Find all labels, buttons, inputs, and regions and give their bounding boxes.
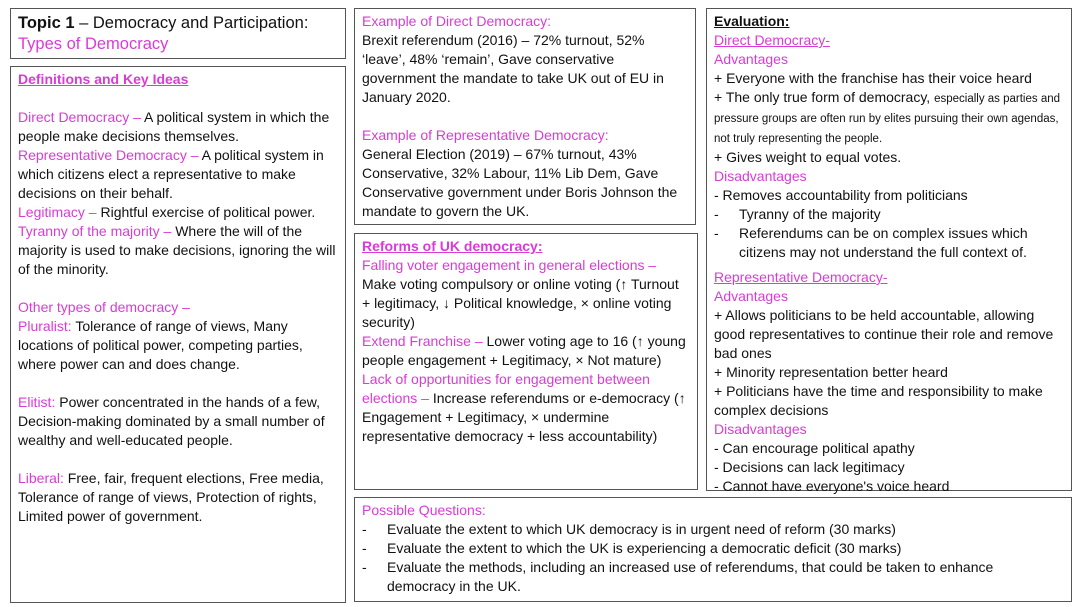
- title-box: Topic 1 – Democracy and Participation: T…: [10, 8, 346, 59]
- definition-item: Tyranny of the majority – Where the will…: [18, 223, 336, 277]
- democracy-type: Liberal: Free, fair, frequent elections,…: [18, 470, 324, 524]
- other-types-heading: Other types of democracy –: [18, 299, 190, 315]
- direct-dis-label: Disadvantages: [714, 168, 807, 184]
- rep-dis: - Can encourage political apathy: [714, 440, 915, 456]
- definitions-heading: Definitions and Key Ideas: [18, 71, 189, 87]
- topic-title: – Democracy and Participation:: [74, 14, 309, 32]
- questions-box: Possible Questions: - Evaluate the extent…: [354, 497, 1072, 602]
- democracy-type: Elitist: Power concentrated in the hands…: [18, 394, 325, 448]
- definitions-box: Definitions and Key Ideas Direct Democra…: [10, 66, 346, 603]
- direct-example-heading: Example of Direct Democracy:: [362, 13, 552, 29]
- direct-dis: - Tyranny of the majority: [714, 206, 881, 222]
- evaluation-heading: Evaluation:: [714, 13, 790, 29]
- direct-dis: - Referendums can be on complex issues wh…: [714, 225, 1028, 260]
- rep-eval-heading: Representative Democracy-: [714, 269, 888, 285]
- definition-item: Direct Democracy – A political system in…: [18, 109, 330, 144]
- direct-dis: - Removes accountability from politician…: [714, 187, 968, 203]
- topic-subtitle: Types of Democracy: [18, 35, 169, 53]
- rep-adv: + Politicians have the time and responsi…: [714, 383, 1043, 418]
- rep-example-text: General Election (2019) – 67% turnout, 4…: [362, 146, 678, 219]
- direct-eval-heading: Direct Democracy-: [714, 32, 830, 48]
- direct-example-text: Brexit referendum (2016) – 72% turnout, …: [362, 32, 664, 105]
- reform-item: Lack of opportunities for engagement bet…: [362, 371, 686, 444]
- rep-dis: - Decisions can lack legitimacy: [714, 459, 905, 475]
- direct-adv: + Gives weight to equal votes.: [714, 149, 902, 165]
- reform-item: Falling voter engagement in general elec…: [362, 257, 679, 330]
- rep-adv: + Minority representation better heard: [714, 364, 948, 380]
- questions-heading: Possible Questions:: [362, 502, 486, 518]
- rep-adv-label: Advantages: [714, 288, 788, 304]
- rep-example-heading: Example of Representative Democracy:: [362, 127, 609, 143]
- direct-adv: + The only true form of democracy, espec…: [714, 89, 1061, 145]
- question-item: - Evaluate the extent to which the UK is …: [362, 540, 902, 556]
- question-item: - Evaluate the extent to which UK democra…: [362, 521, 896, 537]
- direct-adv: + Everyone with the franchise has their …: [714, 70, 1032, 86]
- topic-number: Topic 1: [18, 14, 75, 32]
- evaluation-box: Evaluation: Direct Democracy- Advantages…: [706, 8, 1072, 494]
- democracy-type: Pluralist: Tolerance of range of views, …: [18, 318, 303, 372]
- rep-dis-label: Disadvantages: [714, 421, 807, 437]
- rep-adv: + Allows politicians to be held accounta…: [714, 307, 1054, 361]
- definition-item: Legitimacy – Rightful exercise of politi…: [18, 204, 316, 220]
- rep-dis: - Cannot have everyone's voice heard: [714, 478, 950, 494]
- reform-item: Extend Franchise – Lower voting age to 1…: [362, 333, 686, 368]
- examples-box: Example of Direct Democracy: Brexit refe…: [354, 8, 696, 225]
- definition-item: Representative Democracy – A political s…: [18, 147, 324, 201]
- direct-adv-label: Advantages: [714, 51, 788, 67]
- reforms-box: Reforms of UK democracy: Falling voter e…: [354, 233, 698, 490]
- question-item: - Evaluate the methods, including an incr…: [362, 559, 994, 594]
- reforms-heading: Reforms of UK democracy:: [362, 238, 543, 254]
